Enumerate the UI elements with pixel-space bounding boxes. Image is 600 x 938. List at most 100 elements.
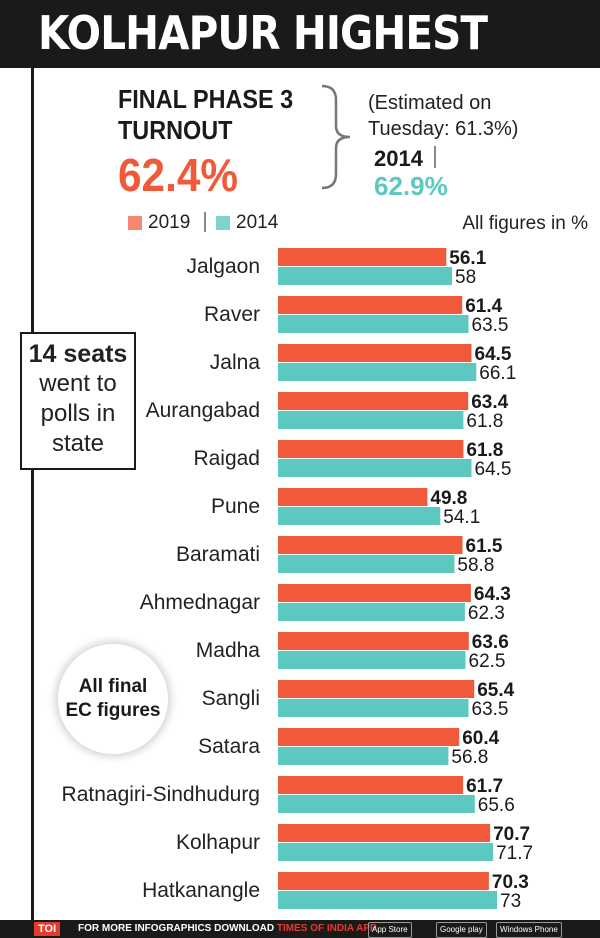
legend-label-2014: 2014 xyxy=(236,212,279,233)
value-label-2014-ratnagiri-sindhudurg: 65.6 xyxy=(478,795,515,816)
value-label-2014-madha: 62.5 xyxy=(469,651,506,672)
value-label-2019-aurangabad: 63.4 xyxy=(471,392,508,413)
value-label-2014-raver: 63.5 xyxy=(472,315,509,336)
bar-2014-jalna xyxy=(278,363,477,381)
category-label-hatkanangle: Hatkanangle xyxy=(142,879,260,902)
bar-2014-jalgaon xyxy=(278,267,452,285)
value-label-2019-raver: 61.4 xyxy=(465,296,502,317)
ec-note-line1: All final xyxy=(78,676,148,697)
legend-swatch-2014 xyxy=(216,216,230,230)
bar-2014-aurangabad xyxy=(278,411,464,429)
bar-2019-pune xyxy=(278,488,428,506)
category-label-aurangabad: Aurangabad xyxy=(146,399,260,422)
value-label-2014-aurangabad: 61.8 xyxy=(466,411,503,432)
category-label-kolhapur: Kolhapur xyxy=(176,831,260,854)
value-label-2014-ahmednagar: 62.3 xyxy=(468,603,505,624)
value-label-2019-jalgaon: 56.1 xyxy=(449,248,486,269)
estimate-note: (Estimated on Tuesday: 61.3%) xyxy=(368,90,598,142)
value-label-2014-kolhapur: 71.7 xyxy=(496,843,533,864)
value-label-2014-jalgaon: 58 xyxy=(455,267,476,288)
footer-download-text: FOR MORE INFOGRAPHICS DOWNLOAD xyxy=(78,923,277,934)
bar-2014-satara xyxy=(278,747,449,765)
category-label-ratnagiri-sindhudurg: Ratnagiri-Sindhudurg xyxy=(62,783,260,806)
bar-2014-raigad xyxy=(278,459,472,477)
bar-2019-jalgaon xyxy=(278,248,447,266)
prev-year-label: 2014 xyxy=(374,146,423,171)
phase-turnout-value: 62.4% xyxy=(118,149,239,201)
legend-separator xyxy=(204,212,206,232)
phase-title: FINAL PHASE 3 TURNOUT xyxy=(118,84,316,146)
category-label-pune: Pune xyxy=(211,495,260,518)
seats-note-box: 14 seats went to polls in state xyxy=(20,332,136,470)
phase-title-line1: FINAL PHASE 3 xyxy=(118,84,294,114)
seats-note-line1: 14 seats xyxy=(28,340,128,368)
prev-year-separator xyxy=(434,146,436,168)
footer-text: FOR MORE INFOGRAPHICS DOWNLOAD TIMES OF … xyxy=(78,923,377,934)
value-label-2019-satara: 60.4 xyxy=(462,728,499,749)
app-store-badge[interactable]: App Store xyxy=(368,922,412,938)
bar-2019-ahmednagar xyxy=(278,584,471,602)
legend-swatch-2019 xyxy=(128,216,142,230)
bar-2014-sangli xyxy=(278,699,469,717)
value-label-2019-sangli: 65.4 xyxy=(477,680,514,701)
units-note: All figures in % xyxy=(462,213,588,234)
bar-2019-hatkanangle xyxy=(278,872,489,890)
bar-2019-raver xyxy=(278,296,463,314)
toi-logo: TOI xyxy=(34,922,61,936)
estimate-line2: Tuesday: 61.3%) xyxy=(368,118,519,140)
value-label-2019-kolhapur: 70.7 xyxy=(493,824,530,845)
value-label-2014-satara: 56.8 xyxy=(451,747,488,768)
value-label-2014-pune: 54.1 xyxy=(443,507,480,528)
ec-note-line2: EC figures xyxy=(65,700,161,721)
value-label-2019-ahmednagar: 64.3 xyxy=(474,584,511,605)
bar-2014-kolhapur xyxy=(278,843,494,861)
seats-note-line3: polls in xyxy=(40,400,116,427)
value-label-2019-madha: 63.6 xyxy=(472,632,509,653)
value-label-2014-baramati: 58.8 xyxy=(457,555,494,576)
category-label-baramati: Baramati xyxy=(176,543,260,566)
footer-brand: TIMES OF INDIA APP xyxy=(276,923,377,934)
bar-2014-ratnagiri-sindhudurg xyxy=(278,795,475,813)
value-label-2014-sangli: 63.5 xyxy=(472,699,509,720)
bar-2019-madha xyxy=(278,632,469,650)
category-label-jalgaon: Jalgaon xyxy=(186,255,260,278)
category-label-raigad: Raigad xyxy=(193,447,260,470)
category-label-satara: Satara xyxy=(198,735,260,758)
bar-2019-raigad xyxy=(278,440,464,458)
bar-2019-ratnagiri-sindhudurg xyxy=(278,776,464,794)
value-label-2014-hatkanangle: 73 xyxy=(500,891,521,912)
bar-2014-pune xyxy=(278,507,441,525)
google-play-badge[interactable]: Google play xyxy=(436,922,487,938)
seats-note-line4: state xyxy=(51,430,105,457)
bar-2014-raver xyxy=(278,315,469,333)
seats-note-line2: went to xyxy=(39,370,117,397)
category-label-jalna: Jalna xyxy=(210,351,261,374)
legend-label-2019: 2019 xyxy=(148,212,191,233)
prev-year-value: 62.9% xyxy=(374,171,448,201)
header-bar: KOLHAPUR HIGHEST xyxy=(0,0,600,68)
value-label-2019-ratnagiri-sindhudurg: 61.7 xyxy=(466,776,503,797)
category-label-raver: Raver xyxy=(204,303,260,326)
bar-2019-aurangabad xyxy=(278,392,469,410)
left-rule xyxy=(31,68,34,920)
category-label-madha: Madha xyxy=(196,639,261,662)
bar-2019-jalna xyxy=(278,344,472,362)
bar-2014-baramati xyxy=(278,555,455,573)
category-label-ahmednagar: Ahmednagar xyxy=(140,591,260,614)
value-label-2014-jalna: 66.1 xyxy=(479,363,516,384)
value-label-2019-baramati: 61.5 xyxy=(466,536,503,557)
footer-bar: TOI FOR MORE INFOGRAPHICS DOWNLOAD TIMES… xyxy=(0,920,600,938)
value-label-2019-jalna: 64.5 xyxy=(475,344,512,365)
bar-2019-baramati xyxy=(278,536,463,554)
category-label-sangli: Sangli xyxy=(202,687,260,710)
phase-title-line2: TURNOUT xyxy=(118,115,233,145)
bar-2014-hatkanangle xyxy=(278,891,497,909)
windows-phone-badge[interactable]: Windows Phone xyxy=(496,922,562,938)
bar-2019-satara xyxy=(278,728,460,746)
bar-2014-ahmednagar xyxy=(278,603,465,621)
value-label-2019-pune: 49.8 xyxy=(430,488,467,509)
estimate-line1: (Estimated on xyxy=(368,92,492,114)
bar-2019-kolhapur xyxy=(278,824,491,842)
ec-figures-badge: All final EC figures xyxy=(58,644,168,754)
